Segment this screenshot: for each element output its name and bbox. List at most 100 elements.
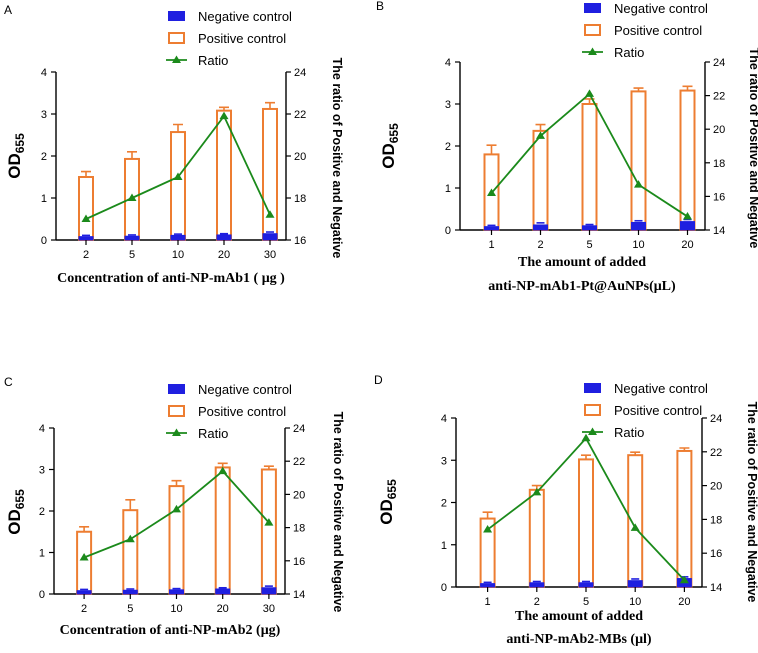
x-tick-label: 2 <box>537 239 543 251</box>
chart-panel-b: B 0 1 2 3 4 14 16 18 20 22 24 1 2 5 10 20 Negative contro… <box>376 0 758 294</box>
chart-panel-a: A 0 1 2 3 4 16 18 20 22 24 2 5 10 20 30 Negative control… <box>4 3 344 286</box>
positive-control-bar <box>676 449 693 588</box>
positive-control-error-bar <box>125 498 136 511</box>
x-tick-label: 10 <box>629 596 641 608</box>
x-tick-label: 5 <box>127 603 133 615</box>
ratio-point <box>679 575 689 584</box>
positive-control-error-bar <box>679 447 690 451</box>
y-tick-label: 3 <box>39 465 45 477</box>
x-tick-label: 20 <box>217 603 229 615</box>
positive-control-bar <box>528 488 545 589</box>
x-axis-label: Concentration of anti-NP-mAb1 ( μg ) <box>57 271 285 286</box>
x-axis-label: The amount of added <box>515 609 643 624</box>
negative-control-bar <box>582 225 597 231</box>
x-axis-label: Concentration of anti-NP-mAb2 (μg) <box>60 623 281 638</box>
x-tick-label: 5 <box>583 596 589 608</box>
y-tick-label: 0 <box>39 589 45 601</box>
positive-control-error-bar <box>482 511 493 519</box>
ratio-point <box>483 525 493 533</box>
y2-tick-label: 22 <box>293 456 305 468</box>
ratio-point <box>581 433 591 442</box>
y-tick-label: 2 <box>39 506 45 518</box>
y-axis-label: OD655 <box>377 479 399 525</box>
y-axis-label-subscript: 655 <box>387 123 401 143</box>
negative-control-bar <box>261 587 277 595</box>
legend-swatch-negative <box>168 11 185 21</box>
legend-label-ratio: Ratio <box>198 53 228 68</box>
y2-axis-label: The ratio of Positive and Negative <box>331 412 345 613</box>
y2-tick-label: 14 <box>713 225 725 237</box>
y-tick-label: 1 <box>445 183 451 195</box>
ratio-point <box>125 534 135 543</box>
legend-label-ratio: Ratio <box>614 45 644 60</box>
positive-control-error-bar <box>535 123 546 131</box>
y2-axis-label: The ratio of Positive and Negative <box>747 48 758 249</box>
negative-control-bar <box>169 589 184 595</box>
y-tick-label: 1 <box>441 540 447 552</box>
x-tick-label: 20 <box>681 239 693 251</box>
legend-label-negative: Negative control <box>614 1 708 16</box>
negative-control-bar <box>215 588 231 595</box>
panel-letter: A <box>4 3 12 17</box>
legend-swatch-positive <box>168 405 185 417</box>
y-tick-label: 4 <box>41 67 47 79</box>
positive-control-bar <box>170 131 186 241</box>
y-axis-label-subscript: 655 <box>13 489 27 509</box>
y2-tick-label: 18 <box>710 514 722 526</box>
x-tick-label: 10 <box>170 603 182 615</box>
x-tick-label: 10 <box>172 249 184 261</box>
negative-control-bar <box>680 221 695 231</box>
y-tick-label: 3 <box>441 455 447 467</box>
positive-control-bar <box>578 458 594 588</box>
negative-control-bar <box>484 226 499 231</box>
x-tick-label: 5 <box>586 239 592 251</box>
positive-control-bar <box>168 485 185 596</box>
y2-tick-label: 24 <box>710 413 722 425</box>
positive-control-bar <box>260 468 277 595</box>
x-tick-label: 2 <box>83 249 89 261</box>
legend-swatch-positive <box>584 404 601 416</box>
positive-control-error-bar <box>171 479 182 487</box>
legend-swatch-positive <box>584 24 601 36</box>
legend-label-positive: Positive control <box>198 404 286 419</box>
negative-control-bar <box>78 236 94 241</box>
y2-tick-label: 20 <box>713 124 725 136</box>
y-tick-label: 4 <box>39 423 45 435</box>
ratio-point <box>532 487 542 496</box>
positive-control-bar <box>630 90 647 232</box>
negative-control-bar <box>216 234 232 241</box>
y2-tick-label: 22 <box>710 447 722 459</box>
y2-tick-label: 20 <box>293 489 305 501</box>
ratio-point <box>79 552 89 561</box>
legend-swatch-negative <box>584 383 601 393</box>
positive-control-error-bar <box>630 451 641 456</box>
y2-tick-label: 18 <box>294 193 306 205</box>
positive-control-bar <box>532 129 549 232</box>
positive-control-error-bar <box>81 170 91 177</box>
positive-control-error-bar <box>633 87 644 92</box>
x-axis-label: anti-NP-mAb2-MBs (μl) <box>506 632 652 647</box>
ratio-point <box>585 89 594 97</box>
legend-label-negative: Negative control <box>198 382 292 397</box>
legend-label-positive: Positive control <box>614 23 702 38</box>
y2-tick-label: 24 <box>713 57 725 69</box>
y2-tick-label: 24 <box>293 423 305 435</box>
ratio-point <box>630 523 640 531</box>
ratio-point <box>536 131 545 139</box>
x-tick-label: 2 <box>81 603 87 615</box>
y-tick-label: 2 <box>441 498 447 510</box>
y2-axis-label: The ratio of Positive and Negative <box>330 58 344 259</box>
negative-control-bar <box>529 582 545 588</box>
legend-marker-ratio <box>588 47 597 55</box>
positive-control-error-bar <box>219 106 229 111</box>
x-axis-label: anti-NP-mAb1-Pt@AuNPs(μL) <box>488 279 676 294</box>
y-tick-label: 4 <box>441 413 447 425</box>
y-tick-label: 4 <box>445 57 451 69</box>
ratio-point <box>265 210 275 218</box>
legend-marker-ratio <box>172 428 181 436</box>
legend-label-ratio: Ratio <box>614 425 644 440</box>
legend-label-positive: Positive control <box>198 31 286 46</box>
positive-control-bar <box>679 89 696 231</box>
positive-control-error-bar <box>265 101 275 109</box>
